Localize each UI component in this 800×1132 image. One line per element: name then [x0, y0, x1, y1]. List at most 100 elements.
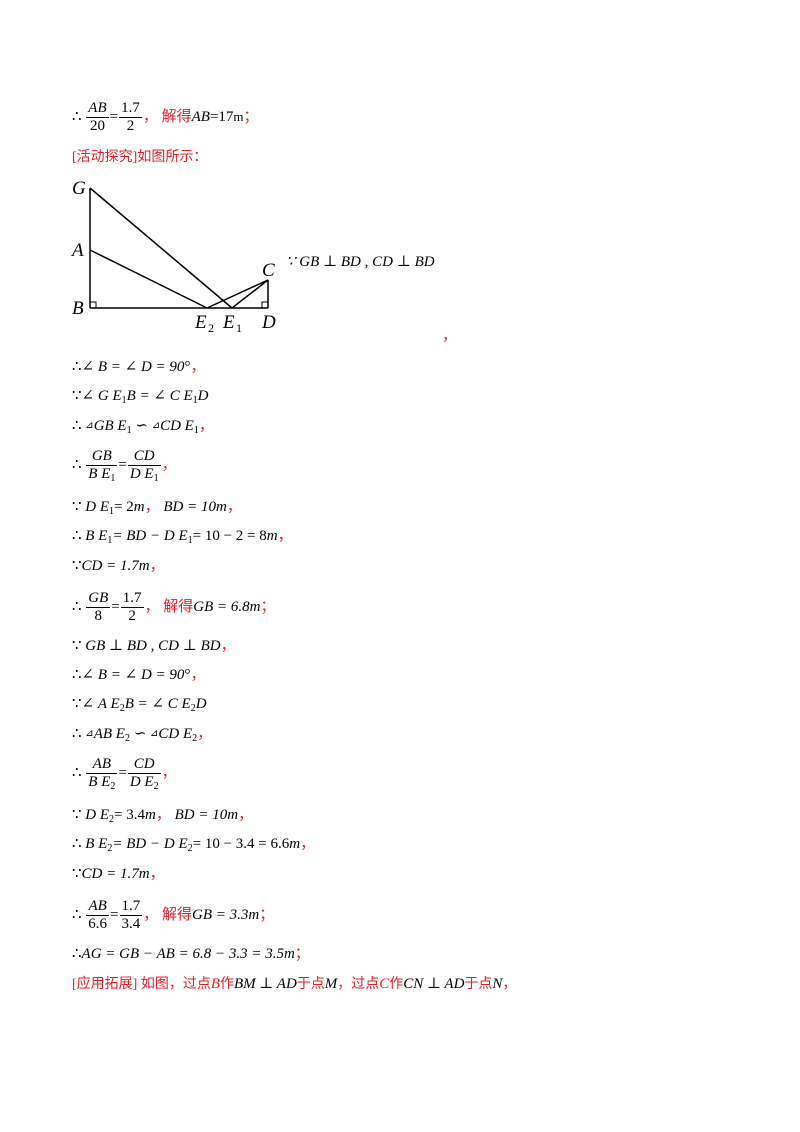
- fraction: 1.7 3.4: [119, 898, 143, 933]
- therefore-symbol: ∴: [72, 764, 82, 781]
- comma: ，: [149, 558, 165, 574]
- because-symbol: ∵: [72, 638, 82, 654]
- triangle-symbol: ⊿: [151, 420, 161, 431]
- subscript: 2: [190, 703, 196, 714]
- comma: ，: [277, 528, 293, 544]
- calc-part: = 10 − 3.4 = 6.6: [192, 836, 290, 852]
- comma: ，: [143, 906, 159, 923]
- numerator: CD: [127, 756, 161, 774]
- unit: m: [138, 558, 150, 574]
- solve-text: 解得: [161, 108, 192, 125]
- segment-ad: AD: [444, 976, 465, 992]
- unit: m: [283, 946, 295, 962]
- s2-result-line: ∴ AB 6.6 = 1.7 3.4 ， 解得GB = 3.3m；: [72, 898, 274, 933]
- calc-part: B E: [85, 528, 108, 544]
- numerator: GB: [86, 448, 118, 466]
- subscript: 1: [193, 425, 199, 436]
- label-c: C: [262, 260, 275, 281]
- angle-part: A E: [97, 696, 120, 712]
- right-angle-d: [261, 301, 268, 308]
- fraction: CD D E1: [127, 448, 161, 484]
- numerator: AB: [86, 100, 109, 118]
- calc-part: = BD − D E: [112, 528, 188, 544]
- comma: ，: [161, 764, 177, 781]
- because-symbol: ∵: [72, 558, 82, 574]
- fraction: AB 6.6: [86, 898, 110, 933]
- subscript: 1: [107, 535, 113, 546]
- semicolon: ；: [243, 108, 259, 125]
- given-part: = 2: [114, 499, 134, 515]
- comma: ，: [149, 866, 165, 882]
- therefore-symbol: ∴: [72, 359, 82, 375]
- apply-text: 如图，过点: [137, 977, 211, 992]
- given-part: = 3.4: [114, 807, 146, 823]
- variable: AB: [191, 108, 210, 125]
- geometry-figure: G A B C D E 2 E 1: [70, 178, 276, 335]
- triangle-name: GB E: [93, 418, 127, 434]
- s2-cd-line: ∵CD = 1.7m，: [72, 864, 165, 884]
- therefore-symbol: ∴: [72, 598, 82, 615]
- angles-eq: B = ∠ D = 90: [97, 359, 185, 375]
- comma: ，: [226, 499, 242, 515]
- solve-text: 解得: [162, 906, 193, 923]
- apply-text: 于点: [464, 977, 493, 992]
- s2-final-line: ∴AG = GB − AB = 6.8 − 3.3 = 3.5m；: [72, 944, 310, 964]
- comma: ，: [161, 456, 177, 473]
- fraction: AB 20: [86, 100, 109, 135]
- denominator: D E: [129, 466, 154, 482]
- because-symbol: ∵: [72, 866, 82, 882]
- s1-result-line: ∴ GB 8 = 1.7 2 ， 解得GB = 6.8m；: [72, 590, 276, 625]
- unit: m: [289, 836, 301, 852]
- triangle-symbol: ⊿: [85, 420, 94, 431]
- triangle-name: CD E: [158, 726, 193, 742]
- unit: m: [266, 528, 278, 544]
- s1-cd-line: ∵CD = 1.7m，: [72, 556, 165, 576]
- equals: =: [110, 906, 119, 923]
- comma: ，: [197, 726, 213, 742]
- unit: m: [145, 807, 156, 823]
- perp-symbol: ⊥: [259, 976, 274, 992]
- subscript: 2: [187, 843, 193, 854]
- fraction: GB 8: [86, 590, 111, 625]
- value: 17: [218, 108, 234, 125]
- similar-symbol: ∽: [133, 726, 147, 742]
- calc-part: B E: [85, 836, 108, 852]
- result-value: GB = 6.8: [193, 598, 250, 615]
- apply-text: 于点: [296, 977, 325, 992]
- unit: m: [249, 598, 261, 615]
- semicolon: ；: [259, 906, 275, 923]
- comma: ，: [220, 638, 236, 654]
- equals: =: [209, 108, 219, 125]
- fraction: GB B E1: [86, 448, 118, 484]
- label-d: D: [261, 312, 276, 333]
- line-g-e1: [89, 187, 233, 309]
- denominator: 3.4: [121, 916, 141, 932]
- denominator: 8: [94, 608, 103, 624]
- stray-comma: ，: [442, 328, 458, 344]
- triangle-symbol: ⊿: [85, 728, 94, 739]
- subscript: 1: [109, 506, 115, 517]
- label-a: A: [70, 240, 84, 261]
- semicolon: ；: [260, 598, 276, 615]
- angles-eq: B = ∠ D = 90: [97, 667, 185, 683]
- final-value: AG = GB − AB = 6.8 − 3.3 = 3.5: [81, 946, 284, 962]
- comma: ，: [144, 598, 160, 615]
- line-e2-c: [206, 279, 269, 309]
- angle-part: B = ∠ C E: [124, 696, 191, 712]
- right-angle-b: [90, 301, 97, 308]
- angle-symbol: ∠: [81, 359, 95, 375]
- given-part: D E: [85, 807, 110, 823]
- apply-text: ，过点: [337, 977, 380, 992]
- angle-part: B = ∠ C E: [126, 388, 193, 404]
- line-ab-ratio: ∴ AB 20 = 1.7 2 ， 解得AB=17m；: [72, 100, 259, 135]
- because-symbol: ∵: [72, 388, 82, 404]
- therefore-symbol: ∴: [72, 528, 82, 544]
- denominator: B E: [88, 466, 111, 482]
- perp-symbol: ⊥: [426, 976, 441, 992]
- subscript: 2: [192, 733, 198, 744]
- therefore-symbol: ∴: [72, 418, 82, 434]
- s2-similar-line: ∴ ⊿AB E2 ∽ ⊿CD E2，: [72, 724, 212, 744]
- denominator: 20: [89, 118, 105, 134]
- subscript: 2: [153, 781, 159, 792]
- activity-heading: [活动探究]如图所示：: [72, 150, 208, 165]
